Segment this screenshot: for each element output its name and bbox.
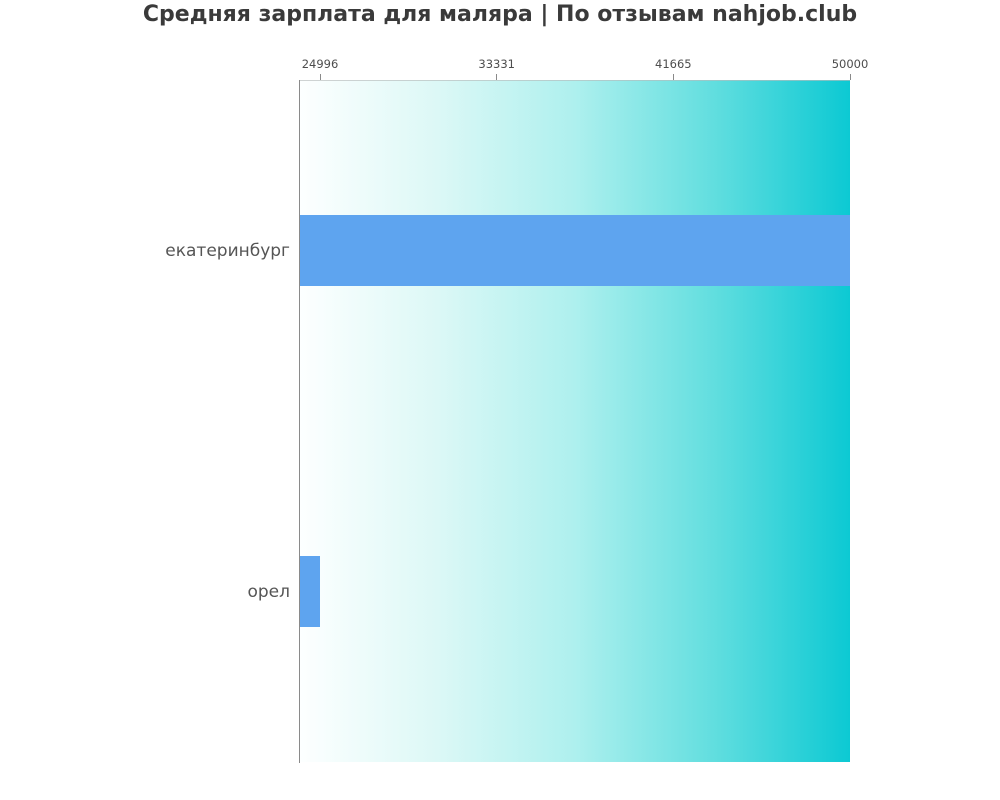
category-label-орел: орел (247, 581, 290, 602)
chart-title: Средняя зарплата для маляра | По отзывам… (142, 2, 858, 27)
bar-екатеринбург (300, 215, 850, 286)
x-axis-tick-label: 33331 (478, 57, 515, 71)
x-axis-tick-mark (496, 74, 498, 80)
plot-top-border (300, 80, 850, 81)
x-axis-tick-label: 41665 (655, 57, 692, 71)
x-axis-tick-mark (319, 74, 321, 80)
y-axis-spine (299, 80, 300, 763)
x-axis-tick-label: 24996 (301, 57, 339, 71)
x-axis-tick-mark (672, 74, 674, 80)
plot-area: 24996 33331 41665 50000 (299, 57, 868, 763)
x-axis-tick-mark (849, 74, 851, 80)
x-axis-tick-label: 50000 (831, 57, 869, 71)
category-label-екатеринбург: екатеринбург (165, 240, 290, 261)
bar-орел (300, 556, 320, 627)
